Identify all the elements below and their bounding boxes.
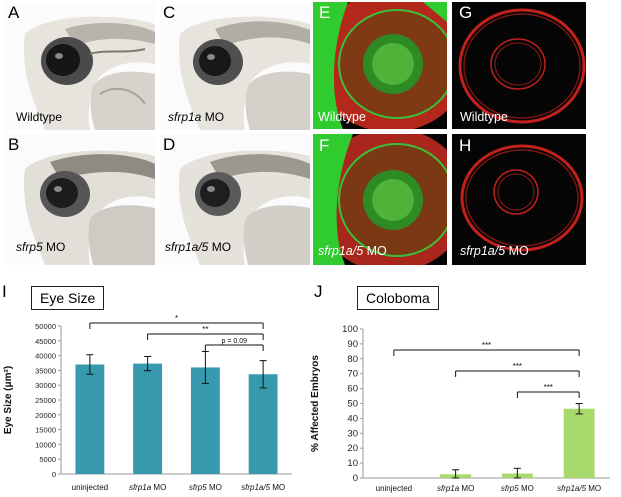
- coloboma-sig-label: ***: [482, 341, 491, 350]
- coloboma-category-label: uninjected: [376, 484, 412, 493]
- eye-size-category-label: uninjected: [72, 483, 108, 492]
- coloboma-y-tick-label: 100: [342, 324, 358, 335]
- eye-size-category-suffix: uninjected: [72, 483, 108, 492]
- eye-size-y-tick-label: 0: [52, 470, 56, 479]
- panel-letter-e: E: [319, 3, 331, 22]
- panel-f-caption-suffix: MO: [363, 244, 387, 258]
- eye-size-y-tick-label: 45000: [35, 337, 56, 346]
- panel-letter-d: D: [163, 135, 176, 154]
- eye-size-y-tick-label: 30000: [35, 381, 56, 390]
- panel-letter-h: H: [459, 136, 472, 155]
- panel-f-caption: sfrp1a/5 MO: [318, 244, 387, 258]
- panel-g-caption: Wildtype: [460, 110, 508, 124]
- chart-j-title: Coloboma: [357, 286, 439, 310]
- eye-size-sig-label: p = 0.09: [222, 338, 248, 345]
- panel-letter-f: F: [319, 136, 330, 155]
- panel-d-caption: sfrp1a/5 MO: [165, 240, 231, 254]
- panel-c-photo: [160, 4, 310, 130]
- panel-h-caption: sfrp1a/5 MO: [460, 244, 529, 258]
- eye-size-y-tick-label: 40000: [35, 352, 56, 361]
- panel-letter-a: A: [8, 3, 20, 22]
- coloboma-bar: [563, 408, 595, 478]
- panel-d-photo: [160, 134, 310, 265]
- panel-letter-c: C: [163, 3, 176, 22]
- eye-size-category-gene: sfrp1a: [129, 483, 152, 492]
- coloboma-y-tick-label: 70: [347, 369, 358, 380]
- coloboma-y-tick-label: 60: [347, 384, 358, 395]
- panel-h-photo: [452, 134, 586, 265]
- eye-size-category-label: sfrp5 MO: [189, 483, 222, 492]
- eye-size-bar: [248, 374, 278, 474]
- panel-a-caption: Wildtype: [16, 110, 63, 124]
- eye-size-sig-label: *: [175, 314, 178, 323]
- coloboma-sig-label: ***: [544, 383, 553, 392]
- coloboma-y-tick-label: 90: [347, 339, 358, 350]
- panel-b-photo: [5, 134, 155, 265]
- eye-size-y-tick-label: 20000: [35, 411, 56, 420]
- coloboma-y-tick-label: 20: [347, 443, 358, 454]
- eye-size-category-gene: sfrp1a/5: [241, 483, 270, 492]
- eye-size-y-tick-label: 50000: [35, 322, 56, 331]
- eye-size-category-gene: sfrp5: [189, 483, 207, 492]
- panel-h-caption-suffix: MO: [505, 244, 529, 258]
- panel-a-photo: [5, 4, 155, 130]
- panel-f-photo: [313, 134, 447, 265]
- eye-size-bar: [75, 364, 105, 474]
- coloboma-category-suffix: MO: [586, 484, 601, 493]
- chart-i-title: Eye Size: [31, 286, 105, 310]
- eye-size-y-tick-label: 35000: [35, 366, 56, 375]
- panel-c-caption-gene: sfrp1a: [168, 110, 202, 124]
- panel-e-photo: [313, 2, 447, 129]
- coloboma-category-gene: sfrp1a: [437, 484, 460, 493]
- panel-d-caption-suffix: MO: [208, 240, 232, 254]
- eye-size-bar: [133, 363, 163, 474]
- eye-size-category-label: sfrp1a/5 MO: [241, 483, 285, 492]
- panel-g-photo: [452, 2, 586, 129]
- panel-d-caption-gene: sfrp1a/5: [165, 240, 209, 254]
- chart-eye-size: 0 5000 10000 15000 20000 25000 30000 35000 40000…: [3, 314, 292, 492]
- coloboma-y-tick-label: 40: [347, 413, 358, 424]
- eye-size-y-tick-label: 15000: [35, 426, 56, 435]
- coloboma-y-tick-label: 10: [347, 458, 358, 469]
- coloboma-category-gene: sfrp5: [501, 484, 519, 493]
- coloboma-y-tick-label: 0: [353, 473, 358, 484]
- eye-size-bar: [190, 367, 220, 474]
- coloboma-category-suffix: uninjected: [376, 484, 412, 493]
- coloboma-sig-label: ***: [513, 362, 522, 371]
- panel-letter-i: I: [2, 282, 7, 301]
- eye-size-y-tick-label: 10000: [35, 440, 56, 449]
- panel-letter-g: G: [459, 3, 473, 22]
- coloboma-category-gene: sfrp1a/5: [557, 484, 586, 493]
- coloboma-y-label: % Affected Embryos: [310, 355, 321, 452]
- coloboma-category-label: sfrp5 MO: [501, 484, 534, 493]
- panel-c-caption-suffix: MO: [201, 110, 225, 124]
- coloboma-category-suffix: MO: [459, 484, 474, 493]
- eye-size-category-suffix: MO: [207, 483, 222, 492]
- eye-size-category-label: sfrp1a MO: [129, 483, 166, 492]
- eye-size-y-label: Eye Size (μm²): [3, 366, 14, 434]
- panel-c-caption: sfrp1a MO: [168, 110, 224, 124]
- coloboma-category-label: sfrp1a/5 MO: [557, 484, 601, 493]
- coloboma-y-tick-label: 80: [347, 354, 358, 365]
- panel-b-caption: sfrp5 MO: [16, 240, 65, 254]
- panel-letter-j: J: [314, 282, 323, 301]
- eye-size-y-tick-label: 25000: [35, 396, 56, 405]
- panel-f-caption-gene: sfrp1a/5: [318, 244, 364, 258]
- eye-size-category-suffix: MO: [270, 483, 285, 492]
- panel-h-caption-gene: sfrp1a/5: [460, 244, 506, 258]
- panel-letter-b: B: [8, 135, 20, 154]
- coloboma-category-label: sfrp1a MO: [437, 484, 474, 493]
- chart-coloboma: 0 10 20 30 40 50 60 70 80 90 100 % Affected Embryos…: [310, 324, 610, 493]
- eye-size-sig-label: **: [202, 325, 208, 334]
- coloboma-y-tick-label: 50: [347, 399, 358, 410]
- eye-size-y-tick-label: 5000: [39, 455, 56, 464]
- panel-e-caption: Wildtype: [318, 110, 366, 124]
- coloboma-category-suffix: MO: [519, 484, 534, 493]
- panel-b-caption-suffix: MO: [42, 240, 66, 254]
- eye-size-category-suffix: MO: [151, 483, 166, 492]
- coloboma-y-tick-label: 30: [347, 428, 358, 439]
- panel-b-caption-gene: sfrp5: [16, 240, 43, 254]
